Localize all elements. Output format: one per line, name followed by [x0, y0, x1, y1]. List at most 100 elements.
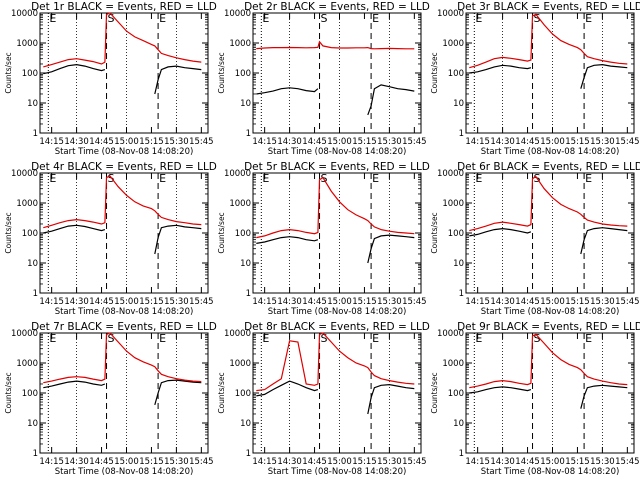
x-tick-label: 15:15 — [565, 457, 590, 467]
y-tick-label: 10 — [240, 419, 251, 429]
y-tick-label: 1 — [459, 289, 464, 299]
panel-title: Det 4r BLACK = Events, RED = LLD — [31, 161, 217, 173]
x-tick-label: 14:30 — [64, 297, 89, 307]
plot-frame — [39, 12, 209, 134]
marker-label: E — [475, 172, 482, 185]
y-axis-label: Counts/sec — [4, 52, 13, 93]
marker-label: E — [372, 12, 379, 25]
x-tick-label: 15:00 — [540, 457, 565, 467]
marker-label: E — [49, 172, 56, 185]
x-tick-label: 14:15 — [465, 137, 490, 147]
y-tick-label: 1 — [246, 289, 251, 299]
x-tick-label: 14:15 — [252, 297, 277, 307]
x-tick-label: 15:00 — [114, 137, 139, 147]
marker-label: E — [372, 172, 379, 185]
x-tick-label: 15:45 — [615, 297, 640, 307]
series-line-events — [580, 227, 628, 255]
x-tick-label: 15:45 — [615, 457, 640, 467]
marker-label: E — [262, 12, 269, 25]
y-tick-label: 10 — [27, 419, 38, 429]
x-tick-label: 14:30 — [490, 297, 515, 307]
x-tick-label: 14:45 — [89, 137, 114, 147]
x-tick-label: 14:30 — [64, 457, 89, 467]
series-line-events — [154, 224, 202, 255]
x-tick-label: 14:45 — [302, 137, 327, 147]
x-tick-label: 15:15 — [139, 457, 164, 467]
y-tick-label: 1000 — [16, 359, 38, 369]
x-tick-label: 15:30 — [377, 137, 402, 147]
marker-label: E — [475, 12, 482, 25]
series-line-events — [580, 63, 628, 89]
marker-label: S — [108, 332, 115, 345]
y-tick-label: 1000 — [442, 39, 464, 49]
plot-frame — [252, 172, 422, 294]
y-tick-label: 1000 — [229, 39, 251, 49]
series-line-lld — [256, 176, 415, 239]
y-tick-label: 100 — [448, 389, 464, 399]
marker-label: E — [159, 12, 166, 25]
x-axis-label: Start Time (08-Nov-08 14:08:20) — [55, 467, 194, 477]
x-tick-label: 14:45 — [515, 297, 540, 307]
x-axis-label: Start Time (08-Nov-08 14:08:20) — [268, 147, 407, 157]
panel-title: Det 7r BLACK = Events, RED = LLD — [31, 321, 217, 333]
marker-label: E — [585, 12, 592, 25]
series-line-events — [154, 379, 202, 406]
y-tick-label: 10 — [453, 259, 464, 269]
series-line-lld — [256, 40, 415, 50]
y-tick-label: 1 — [459, 129, 464, 139]
x-axis-label: Start Time (08-Nov-08 14:08:20) — [481, 307, 620, 317]
y-tick-label: 10 — [240, 99, 251, 109]
x-tick-label: 15:15 — [565, 137, 590, 147]
marker-label: E — [49, 332, 56, 345]
plot-frame — [252, 12, 422, 134]
x-tick-label: 14:15 — [465, 297, 490, 307]
x-tick-label: 15:00 — [540, 297, 565, 307]
y-axis-label: Counts/sec — [217, 212, 226, 253]
marker-label: E — [262, 332, 269, 345]
marker-label: E — [262, 172, 269, 185]
series-line-lld — [469, 333, 628, 389]
series-line-lld — [43, 12, 202, 68]
series-line-events — [580, 384, 628, 409]
x-tick-label: 15:30 — [590, 457, 615, 467]
y-tick-label: 10000 — [437, 329, 464, 339]
plot-frame — [252, 332, 422, 454]
marker-label: E — [475, 332, 482, 345]
x-tick-label: 15:30 — [164, 457, 189, 467]
x-tick-label: 14:45 — [89, 297, 114, 307]
y-tick-label: 100 — [448, 229, 464, 239]
x-tick-label: 15:45 — [189, 137, 214, 147]
x-tick-label: 15:45 — [189, 457, 214, 467]
x-tick-label: 15:00 — [327, 297, 352, 307]
panel-title: Det 2r BLACK = Events, RED = LLD — [244, 1, 430, 13]
x-tick-label: 15:15 — [139, 137, 164, 147]
marker-label: E — [372, 332, 379, 345]
y-tick-label: 10000 — [224, 9, 251, 19]
y-tick-label: 10 — [453, 419, 464, 429]
x-tick-label: 15:45 — [402, 137, 427, 147]
y-tick-label: 100 — [235, 389, 251, 399]
series-line-events — [469, 64, 532, 74]
marker-label: S — [534, 12, 541, 25]
plot-frame — [39, 172, 209, 294]
y-axis-label: Counts/sec — [4, 212, 13, 253]
y-tick-label: 100 — [235, 229, 251, 239]
marker-label: S — [321, 332, 328, 345]
y-axis-label: Counts/sec — [217, 372, 226, 413]
y-tick-label: 10 — [27, 99, 38, 109]
panel-title: Det 5r BLACK = Events, RED = LLD — [244, 161, 430, 173]
x-tick-label: 15:45 — [189, 297, 214, 307]
y-tick-label: 1 — [246, 129, 251, 139]
x-tick-label: 15:00 — [327, 137, 352, 147]
series-line-events — [256, 87, 319, 95]
series-line-events — [367, 383, 415, 415]
y-tick-label: 1000 — [229, 359, 251, 369]
y-tick-label: 10000 — [11, 329, 38, 339]
y-tick-label: 1 — [459, 449, 464, 459]
y-tick-label: 1000 — [442, 359, 464, 369]
x-tick-label: 14:15 — [39, 297, 64, 307]
